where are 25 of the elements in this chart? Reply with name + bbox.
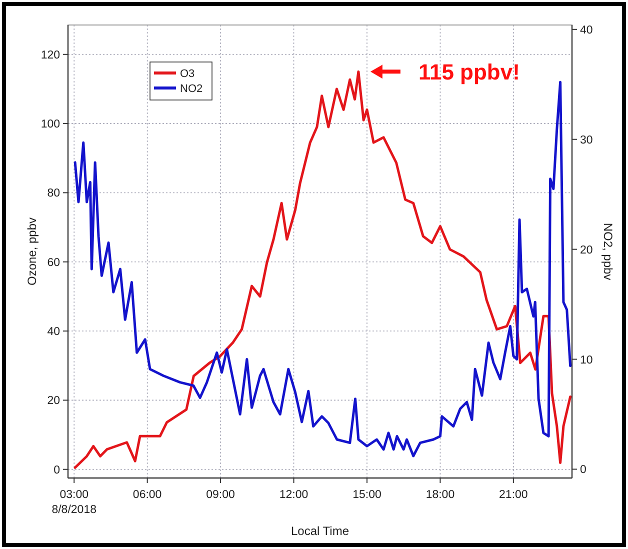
- y2-axis-title: NO2, ppbv: [601, 222, 615, 280]
- x-tick-label: 09:00: [206, 489, 235, 501]
- x-tick-label: 21:00: [499, 489, 528, 501]
- legend-label: O3: [180, 68, 195, 80]
- y-tick-label: 0: [54, 464, 60, 476]
- annotation: 115 ppbv!: [418, 60, 520, 85]
- x-axis-title: Local Time: [290, 524, 350, 538]
- x-tick-label: 03:00 8/8/2018: [52, 489, 96, 516]
- y-tick-label: 120: [40, 49, 60, 62]
- y2-tick-label: 10: [580, 354, 593, 366]
- y2-tick-label: 40: [580, 24, 593, 36]
- x-tick-label: 06:00: [132, 489, 162, 501]
- legend-label: NO2: [180, 83, 203, 95]
- x-tick-label: 15:00: [352, 489, 382, 501]
- y2-tick-label: 20: [580, 244, 593, 256]
- y-tick-label: 20: [47, 395, 60, 408]
- x-tick-label: 18:00: [426, 489, 455, 501]
- y-tick-label: 80: [47, 188, 60, 200]
- y2-tick-label: 30: [580, 134, 593, 146]
- x-tick-label: 12:00: [279, 489, 308, 501]
- y-tick-label: 40: [47, 326, 60, 338]
- y-tick-label: 60: [47, 256, 60, 269]
- y-tick-label: 100: [40, 118, 60, 131]
- y-axis-title: Ozone, ppbv: [25, 217, 39, 286]
- y2-tick-label: 0: [580, 464, 586, 476]
